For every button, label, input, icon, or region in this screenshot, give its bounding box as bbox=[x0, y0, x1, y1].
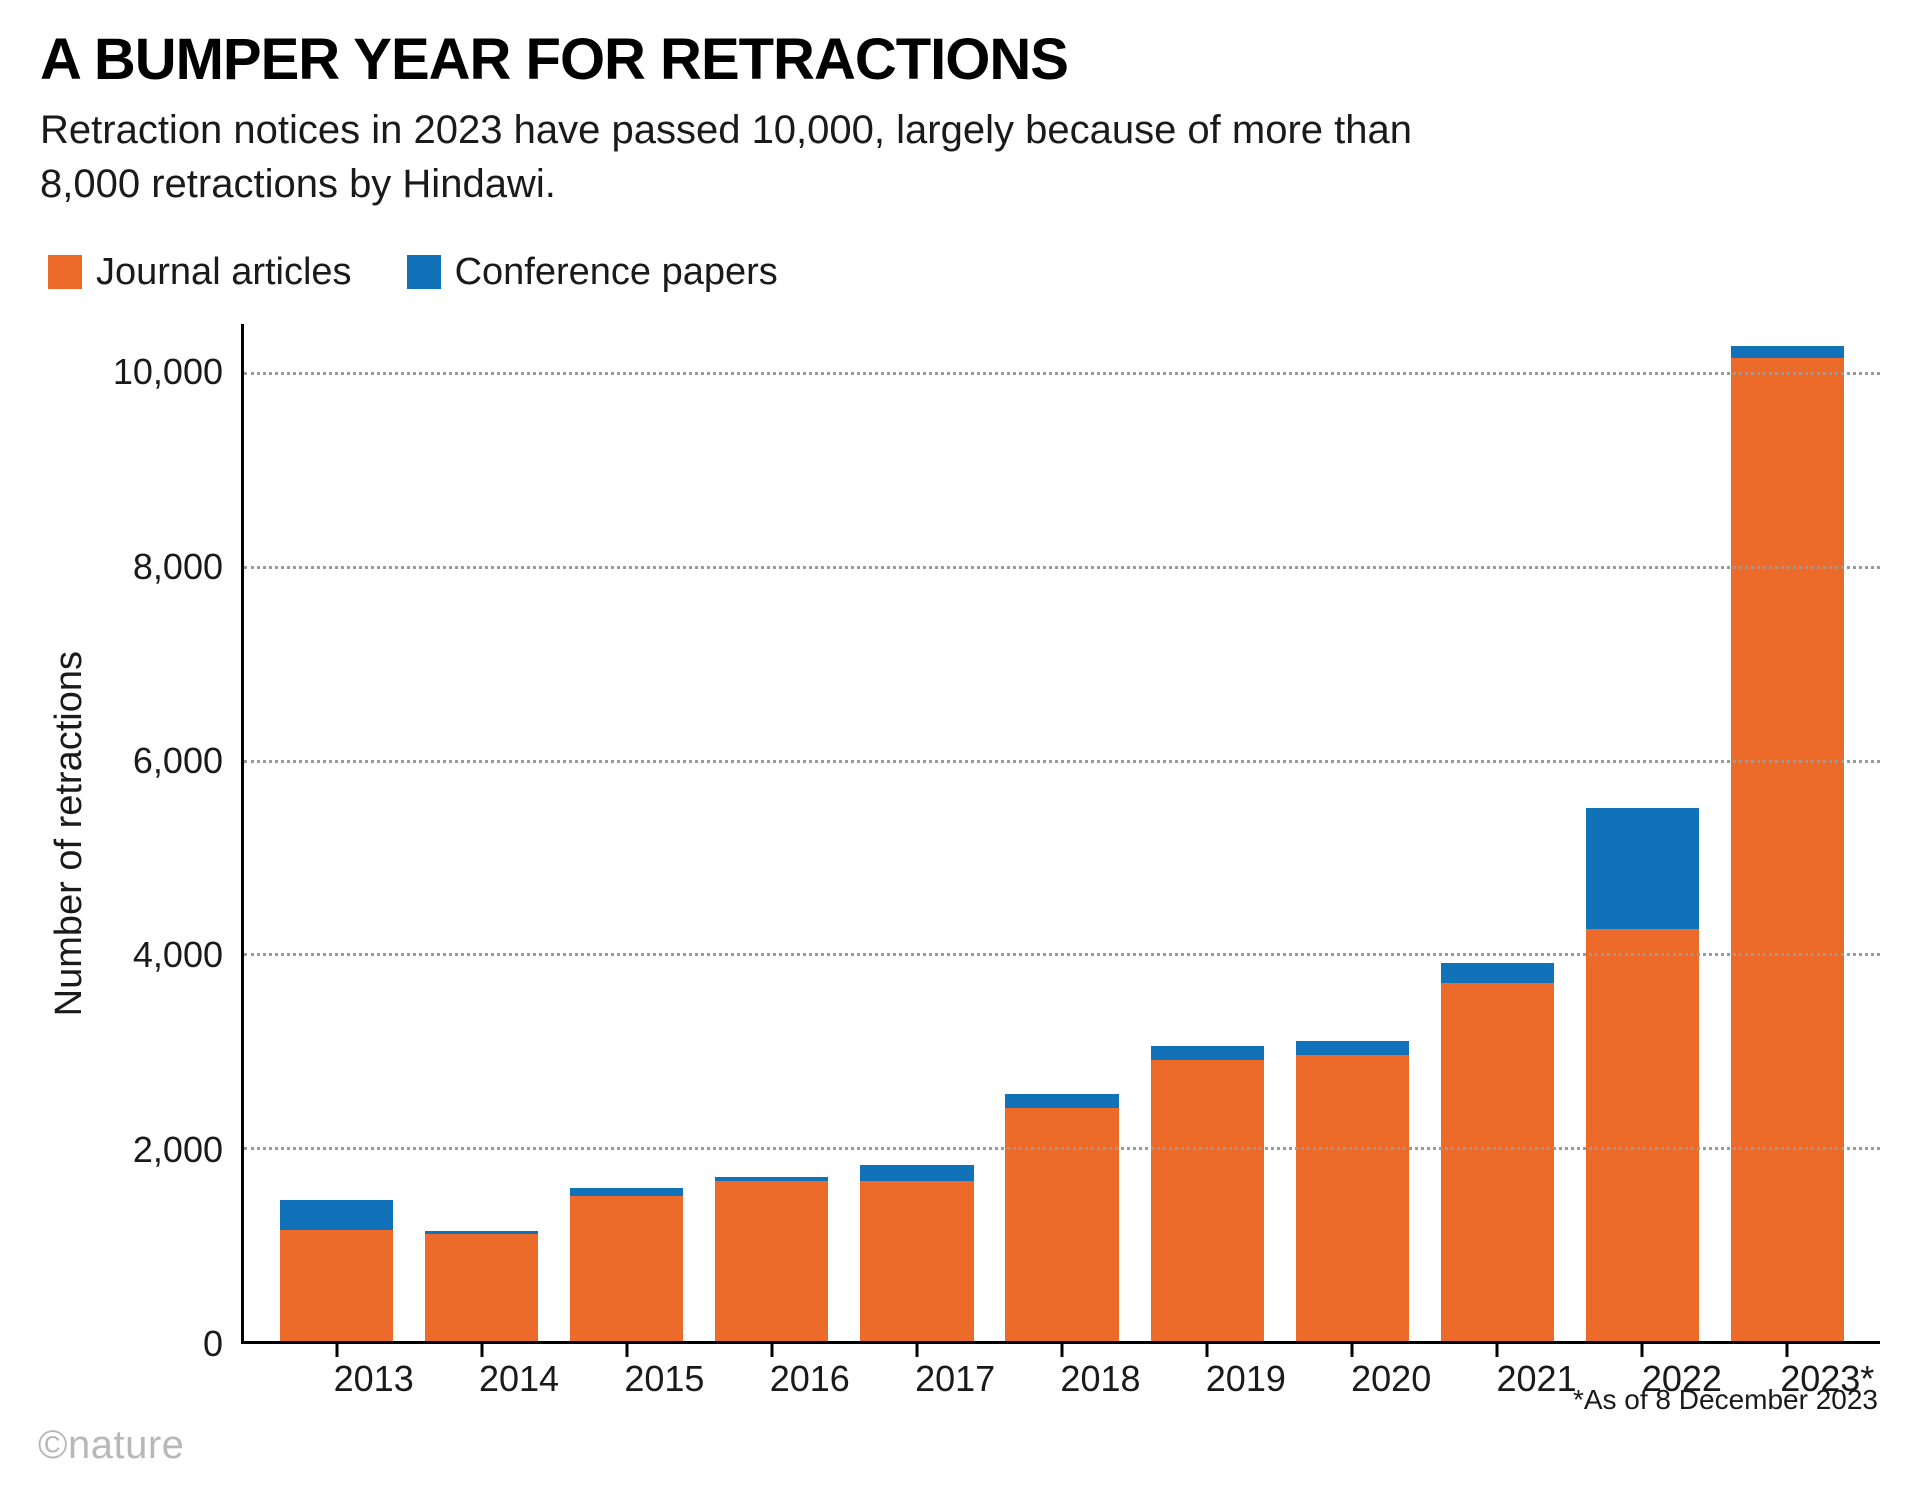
gridline bbox=[244, 1147, 1880, 1150]
bar-stack bbox=[1731, 346, 1844, 1341]
bar-segment-journal bbox=[1731, 358, 1844, 1341]
x-tick bbox=[915, 1341, 918, 1357]
bar-segment-conference bbox=[1151, 1046, 1264, 1061]
legend-item: Journal articles bbox=[48, 251, 352, 294]
bar-slot bbox=[264, 324, 409, 1341]
legend-label: Journal articles bbox=[96, 251, 352, 294]
bar-stack bbox=[1005, 1094, 1118, 1341]
bar-segment-journal bbox=[425, 1234, 538, 1341]
y-axis: 02,0004,0006,0008,00010,000 bbox=[91, 324, 241, 1344]
bar-slot bbox=[989, 324, 1134, 1341]
x-tick-label: 2014 bbox=[446, 1358, 591, 1400]
x-tick bbox=[1351, 1341, 1354, 1357]
gridline bbox=[244, 566, 1880, 569]
x-tick bbox=[1496, 1341, 1499, 1357]
footnote: *As of 8 December 2023 bbox=[1573, 1384, 1878, 1416]
bar-slot bbox=[1715, 324, 1860, 1341]
bar-segment-conference bbox=[280, 1200, 393, 1229]
x-tick bbox=[1206, 1341, 1209, 1357]
x-tick-label: 2019 bbox=[1173, 1358, 1318, 1400]
y-tick-label: 4,000 bbox=[133, 934, 223, 976]
bar-segment-conference bbox=[1731, 346, 1844, 358]
bars-container bbox=[244, 324, 1880, 1341]
x-tick bbox=[1061, 1341, 1064, 1357]
legend-swatch bbox=[407, 255, 441, 289]
x-tick-label: 2017 bbox=[882, 1358, 1027, 1400]
bar-segment-conference bbox=[1296, 1041, 1409, 1056]
bar-segment-journal bbox=[1441, 983, 1554, 1341]
y-tick-label: 2,000 bbox=[133, 1129, 223, 1171]
legend-label: Conference papers bbox=[455, 251, 778, 294]
bar-segment-conference bbox=[860, 1165, 973, 1181]
bar-slot bbox=[844, 324, 989, 1341]
x-tick bbox=[1786, 1341, 1789, 1357]
chart-subtitle: Retraction notices in 2023 have passed 1… bbox=[40, 103, 1440, 211]
bar-slot bbox=[1570, 324, 1715, 1341]
bar-segment-journal bbox=[280, 1230, 393, 1341]
bar-stack bbox=[860, 1165, 973, 1341]
bar-slot bbox=[409, 324, 554, 1341]
source-credit: ©nature bbox=[38, 1423, 184, 1468]
bar-stack bbox=[570, 1188, 683, 1341]
bar-segment-conference bbox=[1441, 963, 1554, 982]
plot-area bbox=[241, 324, 1880, 1344]
bar-segment-conference bbox=[1586, 808, 1699, 929]
bar-segment-journal bbox=[1005, 1108, 1118, 1340]
y-tick-label: 10,000 bbox=[113, 351, 223, 393]
x-tick-label: 2015 bbox=[592, 1358, 737, 1400]
bar-segment-journal bbox=[1296, 1055, 1409, 1341]
bar-segment-journal bbox=[860, 1181, 973, 1341]
bar-slot bbox=[554, 324, 699, 1341]
x-tick bbox=[625, 1341, 628, 1357]
bar-slot bbox=[699, 324, 844, 1341]
gridline bbox=[244, 372, 1880, 375]
x-tick bbox=[335, 1341, 338, 1357]
bar-slot bbox=[1425, 324, 1570, 1341]
x-tick-label: 2016 bbox=[737, 1358, 882, 1400]
bar-stack bbox=[425, 1231, 538, 1340]
bar-segment-journal bbox=[1151, 1060, 1264, 1341]
chart-title: A BUMPER YEAR FOR RETRACTIONS bbox=[40, 30, 1880, 91]
bar-segment-journal bbox=[715, 1181, 828, 1341]
bar-stack bbox=[1586, 808, 1699, 1341]
x-tick-label: 2020 bbox=[1319, 1358, 1464, 1400]
x-tick bbox=[1641, 1341, 1644, 1357]
bar-stack bbox=[1296, 1041, 1409, 1341]
bar-stack bbox=[1441, 963, 1554, 1341]
bar-stack bbox=[280, 1200, 393, 1340]
x-tick-label: 2013 bbox=[301, 1358, 446, 1400]
legend: Journal articles Conference papers bbox=[48, 251, 1880, 294]
bar-slot bbox=[1135, 324, 1280, 1341]
y-axis-label: Number of retractions bbox=[40, 651, 91, 1016]
x-tick-label: 2018 bbox=[1028, 1358, 1173, 1400]
y-tick-label: 8,000 bbox=[133, 546, 223, 588]
bar-segment-conference bbox=[570, 1188, 683, 1196]
x-tick bbox=[770, 1341, 773, 1357]
gridline bbox=[244, 953, 1880, 956]
y-tick-label: 6,000 bbox=[133, 740, 223, 782]
bar-segment-journal bbox=[1586, 929, 1699, 1341]
x-tick bbox=[480, 1341, 483, 1357]
bar-stack bbox=[1151, 1045, 1264, 1340]
bar-segment-journal bbox=[570, 1196, 683, 1341]
bar-stack bbox=[715, 1177, 828, 1341]
legend-swatch bbox=[48, 255, 82, 289]
y-tick-label: 0 bbox=[203, 1323, 223, 1365]
bar-segment-conference bbox=[1005, 1094, 1118, 1109]
gridline bbox=[244, 760, 1880, 763]
legend-item: Conference papers bbox=[407, 251, 778, 294]
chart-area: Number of retractions 02,0004,0006,0008,… bbox=[40, 324, 1880, 1344]
bar-slot bbox=[1280, 324, 1425, 1341]
